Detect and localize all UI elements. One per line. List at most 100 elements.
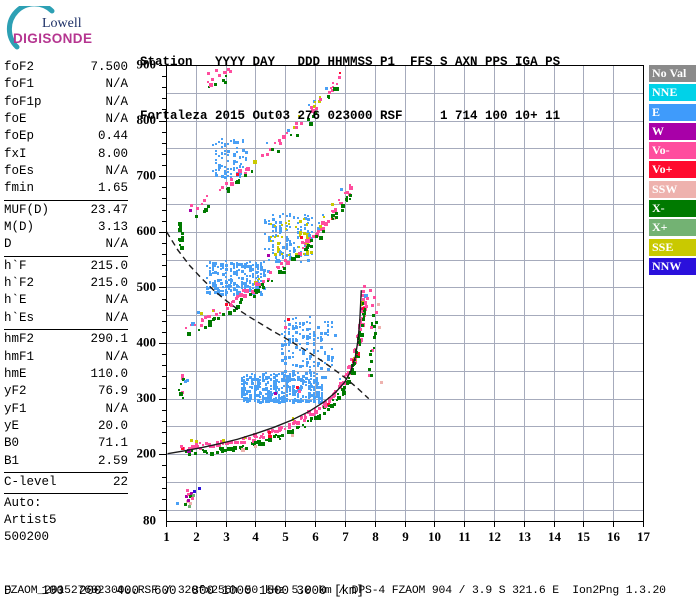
param-row-fxi: fxI 8.00	[4, 146, 128, 163]
param-row-h-es: h`Es N/A	[4, 310, 128, 327]
param-row-foes: foEs N/A	[4, 163, 128, 180]
param-row-d: D N/A	[4, 236, 128, 253]
param-row-fof1: foF1 N/A	[4, 76, 128, 93]
param-value: 0.44	[97, 129, 128, 144]
legend-item-nnw: NNW	[649, 257, 696, 275]
param-value: N/A	[105, 401, 128, 416]
param-row-hmf1: hmF1 N/A	[4, 349, 128, 366]
param-value: N/A	[105, 164, 128, 179]
param-value: N/A	[105, 293, 128, 308]
header-line-2: Fortaleza 2015 Out03 276 023000 RSF 1 71…	[140, 109, 561, 123]
divider	[4, 329, 128, 331]
legend-item-sse: SSE	[649, 238, 696, 256]
param-value: N/A	[105, 310, 128, 325]
param-label: foF1	[4, 77, 35, 92]
param-label: foF2	[4, 60, 35, 74]
param-label: foE	[4, 112, 27, 127]
legend-item-w: W	[649, 122, 696, 140]
param-label: hmE	[4, 366, 27, 381]
param-value: 290.1	[90, 332, 128, 347]
legend-item-vo-: Vo-	[649, 142, 696, 160]
param-label: MUF(D)	[4, 202, 50, 217]
param-label: h`Es	[4, 310, 35, 325]
param-label: fmin	[4, 181, 35, 196]
logo-text-lowell: Lowell	[42, 16, 82, 31]
param-row-c-level: C-level 22	[4, 474, 128, 491]
param-value: 3.13	[97, 220, 128, 235]
param-value: 76.9	[97, 384, 128, 399]
param-row-hmf2: hmF2 290.1	[4, 331, 128, 348]
param-label: yE	[4, 418, 20, 433]
parameter-panel: foF2 7.500 foF1 N/A foF1p N/A foE N/A foEp 0.44 fx…	[4, 59, 128, 546]
distance-row: D 100 200 400 600 800 1000 1500 3000 [km…	[4, 584, 365, 599]
param-row-fmin: fmin 1.65	[4, 180, 128, 197]
legend-item-vo+: Vo+	[649, 161, 696, 179]
legend-item-e: E	[649, 103, 696, 121]
param-row-fof1p: foF1p N/A	[4, 94, 128, 111]
param-row-h-f: h`F 215.0	[4, 258, 128, 275]
param-row-muf-d: MUF(D) 23.47	[4, 202, 128, 219]
param-row-hme: hmE 110.0	[4, 366, 128, 383]
param-label: yF2	[4, 384, 27, 399]
legend-item-x+: X+	[649, 219, 696, 237]
divider	[4, 471, 128, 473]
param-label: h`F2	[4, 276, 35, 291]
param-value: N/A	[105, 112, 128, 127]
param-label: C-level	[4, 474, 57, 489]
legend-item-ssw: SSW	[649, 180, 696, 198]
param-value: 8.00	[97, 146, 128, 161]
param-footer-artist5: Artist5	[4, 513, 57, 528]
param-value: N/A	[105, 77, 128, 92]
param-value: 23.47	[90, 202, 128, 217]
digisonde-logo: Lowell DIGISONDE	[6, 6, 126, 52]
param-row-m-d: M(D) 3.13	[4, 219, 128, 236]
param-value: 2.59	[97, 453, 128, 468]
param-row-b1: B1 2.59	[4, 453, 128, 470]
legend-item-x-: X-	[649, 200, 696, 218]
param-value: 71.1	[97, 436, 128, 451]
param-value: 22	[112, 474, 128, 489]
param-label: fxI	[4, 146, 27, 161]
param-footer-auto: Auto:	[4, 496, 42, 511]
param-label: h`F	[4, 258, 27, 273]
param-label: D	[4, 237, 12, 252]
param-label: foEs	[4, 164, 35, 179]
param-value: N/A	[105, 237, 128, 252]
param-row-h-e: h`E N/A	[4, 292, 128, 309]
param-label: B0	[4, 436, 20, 451]
param-row-h-f2: h`F2 215.0	[4, 275, 128, 292]
param-value: 7.500	[90, 60, 128, 74]
param-label: B1	[4, 453, 20, 468]
param-label: hmF1	[4, 349, 35, 364]
param-label: foF1p	[4, 94, 42, 109]
divider	[4, 255, 128, 257]
divider	[4, 199, 128, 201]
color-legend: No Val NNE E W Vo- Vo+ SSW X- X+ SSE NNW	[649, 65, 696, 277]
param-row-foep: foEp 0.44	[4, 128, 128, 145]
param-value: 20.0	[97, 418, 128, 433]
param-row-fof2: foF2 7.500	[4, 59, 128, 76]
param-value: N/A	[105, 94, 128, 109]
param-value: 110.0	[90, 366, 128, 381]
param-label: h`E	[4, 293, 27, 308]
param-row-yf2: yF2 76.9	[4, 383, 128, 400]
param-label: M(D)	[4, 220, 35, 235]
status-line: FZAOM_2015276023000.RSF / 320fx256h 50 k…	[4, 585, 666, 597]
param-value: 215.0	[90, 258, 128, 273]
param-value: N/A	[105, 349, 128, 364]
divider	[4, 493, 128, 495]
param-row-ye: yE 20.0	[4, 418, 128, 435]
param-value: 215.0	[90, 276, 128, 291]
param-label: yF1	[4, 401, 27, 416]
logo-text-digisonde: DIGISONDE	[13, 31, 93, 46]
param-value: 1.65	[97, 181, 128, 196]
legend-item-nne: NNE	[649, 84, 696, 102]
param-label: foEp	[4, 129, 35, 144]
param-row-b0: B0 71.1	[4, 435, 128, 452]
legend-item-no-val: No Val	[649, 65, 696, 82]
param-row-yf1: yF1 N/A	[4, 401, 128, 418]
header-block: Station YYYY DAY DDD HHMMSS P1 FFS S AXN…	[140, 17, 560, 161]
param-footer-500200: 500200	[4, 529, 50, 544]
